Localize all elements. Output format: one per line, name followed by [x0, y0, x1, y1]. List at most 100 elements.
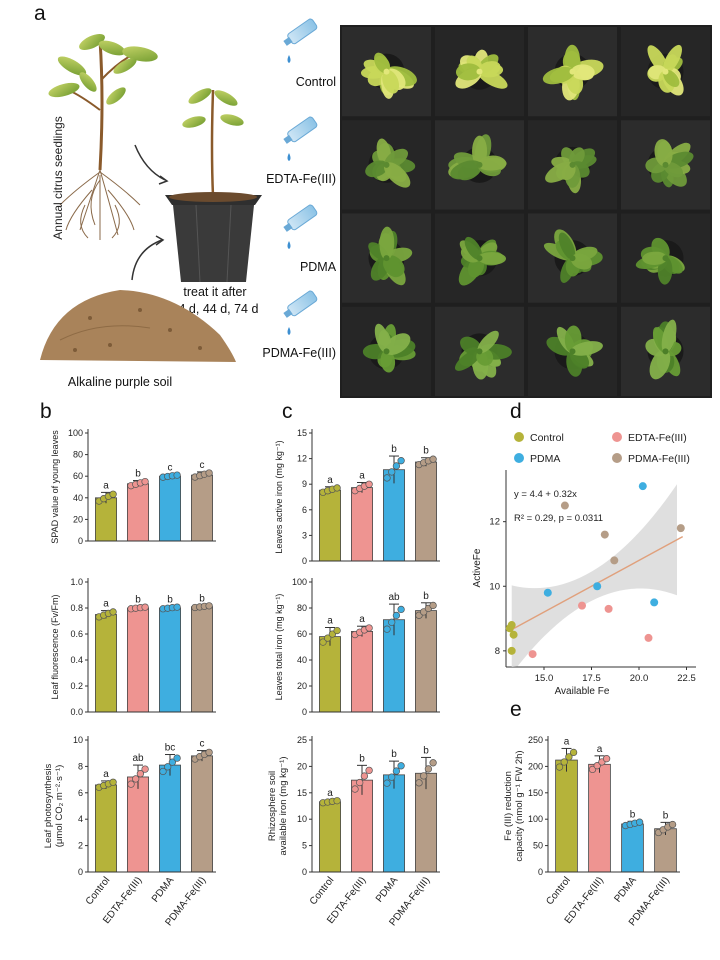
bar-pdma [383, 469, 405, 562]
significance-letter: ab [132, 753, 144, 764]
leaf-shape [379, 226, 395, 261]
replicate-dot [392, 462, 401, 470]
panel-a-letter: a [34, 2, 46, 25]
leaf-shape [384, 333, 411, 355]
scatter-point [600, 530, 609, 539]
y-tick-label: 20 [73, 514, 83, 524]
drop-icon [287, 55, 291, 63]
dropper-icon [283, 290, 318, 318]
legend-label: PDMA [530, 453, 560, 465]
significance-letter: a [359, 470, 365, 481]
replicate-dot [560, 758, 568, 766]
y-axis-label: (μmol CO₂ m⁻²·s⁻¹) [54, 765, 65, 848]
y-tick-label: 0.8 [70, 603, 83, 613]
bar-pdma [159, 475, 181, 542]
plant-center [662, 68, 669, 75]
y-tick-label: 60 [297, 629, 307, 639]
soil-mound-illustration [40, 290, 236, 362]
scatter-point [644, 633, 653, 642]
replicate-dot [141, 603, 149, 611]
y-tick-label: 9 [302, 479, 307, 489]
replicate-dot [136, 770, 145, 778]
bar-pdma-fe-iii- [191, 755, 213, 873]
bar-pdma [621, 823, 644, 873]
y-tick-label: 0 [302, 707, 307, 717]
chart-photosynthesis: 0 2 4 6 8 10 Leaf photosynthesis (μmol CO₂ m⁻²·… [43, 735, 216, 928]
replicate-dot [420, 772, 428, 780]
soil-arrow-head-icon [155, 235, 165, 246]
scatter-point [507, 621, 516, 630]
bar-control [555, 759, 578, 873]
y-tick-label: 10 [489, 581, 500, 592]
x-category-label: Control [308, 875, 337, 907]
significance-letter: b [423, 591, 429, 602]
replicate-dot [383, 625, 391, 633]
potted-seedling-illustration [165, 88, 262, 283]
y-axis-label: ActiveFe [472, 548, 483, 587]
bar-edta-fe-iii- [588, 763, 611, 873]
replicate-dot [365, 624, 373, 632]
replicate-dot [565, 753, 573, 761]
replicate-dot [392, 767, 401, 775]
legend-label: Control [530, 432, 564, 444]
bar-pdma-fe-iii- [415, 461, 437, 562]
significance-letter: a [103, 769, 109, 780]
y-tick-label: 100 [528, 814, 543, 824]
bar-edta-fe-iii- [351, 487, 373, 562]
leaf-shape [570, 341, 603, 356]
significance-letter: a [103, 480, 109, 491]
bar-pdma-fe-iii- [191, 474, 213, 542]
x-category-label: Control [84, 875, 113, 907]
y-tick-label: 0.6 [70, 629, 83, 639]
leaf-shape [477, 252, 507, 265]
x-tick-label: 15.0 [535, 673, 554, 684]
leaf-shape [661, 319, 677, 354]
leaf-shape [383, 255, 404, 278]
y-tick-label: 20 [297, 761, 307, 771]
chart-scatter: Control EDTA-Fe(III) PDMA PDMA-Fe(III) 15.0 1… [472, 432, 696, 697]
legend-swatch [612, 432, 622, 442]
replicate-dot [397, 605, 405, 614]
x-category-label: PDMA [374, 875, 401, 905]
leaf-shape [662, 44, 682, 74]
y-tick-label: 10 [73, 735, 83, 745]
plant-center [383, 161, 390, 168]
significance-letter: c [200, 460, 205, 471]
significance-letter: a [327, 616, 333, 627]
y-tick-label: 12 [489, 517, 500, 528]
bar-pdma-fe-iii- [415, 610, 437, 713]
y-tick-label: 40 [297, 655, 307, 665]
chart-fluorescence: 0.0 0.2 0.4 0.6 0.8 1.0 Leaf fluorescence (Fv/… [50, 577, 216, 717]
replicate-dot [365, 480, 373, 488]
y-tick-label: 8 [495, 646, 500, 657]
y-tick-label: 250 [528, 735, 543, 745]
y-tick-label: 0 [78, 867, 83, 877]
replicate-dot [319, 638, 327, 646]
treat-label-line1: treat it after [183, 285, 246, 299]
y-axis-label: Leaves total iron (mg kg⁻¹) [274, 594, 284, 701]
leaf-shape [571, 64, 595, 80]
significance-letter: bc [165, 743, 176, 754]
legend-swatch [612, 453, 622, 463]
replicate-dot [159, 767, 167, 776]
y-tick-label: 60 [73, 471, 83, 481]
chart-soil-iron: 0 5 10 15 20 25 Rhizosphere soil available iron… [267, 735, 440, 928]
leaf-shape [365, 160, 389, 178]
plant-center [476, 161, 483, 168]
replicate-dot [351, 785, 359, 793]
significance-letter: ab [388, 592, 400, 603]
plant-center [476, 255, 483, 262]
y-axis-label: Leaf photosynthesis [43, 764, 54, 849]
bar-control [319, 801, 341, 873]
replicate-dot [383, 474, 391, 482]
legend-swatch [514, 432, 524, 442]
leaf-shape [571, 253, 593, 270]
y-tick-label: 100 [68, 428, 83, 438]
chart-spad: 0 20 40 60 80 100 SPAD value of young leaves a b… [50, 428, 216, 546]
scatter-point [560, 501, 569, 510]
x-category-label: PDMA [150, 875, 177, 905]
drop-icon [287, 153, 291, 161]
leaf-shape [649, 349, 671, 380]
treatment-label-edta: EDTA-Fe(III) [266, 172, 336, 186]
